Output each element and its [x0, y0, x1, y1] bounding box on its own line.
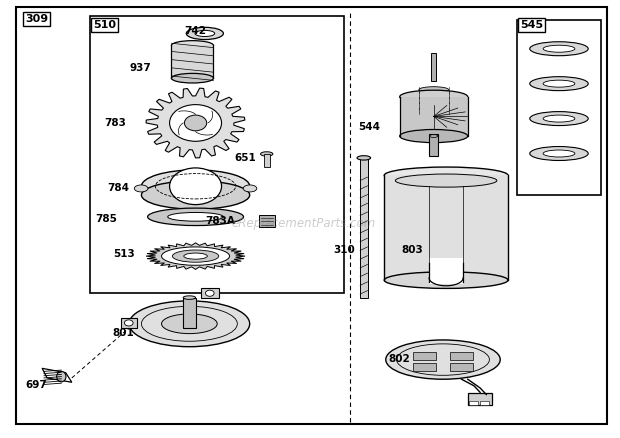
Polygon shape [146, 243, 245, 269]
Ellipse shape [419, 108, 448, 114]
Ellipse shape [141, 181, 250, 209]
Ellipse shape [529, 77, 588, 91]
Ellipse shape [195, 30, 215, 36]
Text: 697: 697 [25, 380, 48, 390]
Bar [414, 352, 436, 360]
Ellipse shape [357, 155, 371, 160]
Ellipse shape [148, 208, 244, 226]
Polygon shape [42, 368, 72, 382]
Ellipse shape [529, 147, 588, 160]
Ellipse shape [384, 167, 508, 184]
Bar [400, 97, 467, 136]
Ellipse shape [543, 45, 575, 52]
Bar [384, 175, 508, 280]
Text: 803: 803 [401, 244, 423, 254]
Ellipse shape [186, 27, 223, 39]
Bar [429, 258, 463, 285]
Ellipse shape [419, 92, 448, 98]
Ellipse shape [396, 174, 497, 187]
Text: 310: 310 [333, 244, 355, 254]
Ellipse shape [400, 130, 467, 143]
Ellipse shape [543, 80, 575, 87]
Circle shape [170, 105, 221, 141]
Bar [467, 393, 492, 406]
Ellipse shape [172, 41, 213, 50]
Bar [264, 154, 270, 167]
Ellipse shape [168, 212, 223, 221]
Ellipse shape [141, 170, 250, 203]
Ellipse shape [419, 87, 448, 93]
Text: 784: 784 [107, 184, 129, 194]
Text: 801: 801 [112, 328, 134, 338]
Ellipse shape [529, 42, 588, 56]
Circle shape [170, 168, 221, 205]
Bar [480, 401, 489, 405]
Bar [200, 288, 219, 298]
Ellipse shape [543, 115, 575, 122]
Circle shape [184, 115, 206, 131]
Polygon shape [146, 88, 245, 158]
Ellipse shape [184, 253, 207, 259]
Ellipse shape [243, 185, 257, 192]
Bar [430, 134, 438, 155]
Text: 937: 937 [129, 64, 151, 74]
Ellipse shape [384, 272, 508, 288]
Text: 309: 309 [25, 14, 48, 24]
Text: 510: 510 [93, 20, 116, 30]
Ellipse shape [183, 296, 195, 299]
Text: 651: 651 [234, 153, 256, 163]
Text: 785: 785 [95, 214, 117, 224]
Text: 742: 742 [185, 26, 206, 36]
Ellipse shape [172, 250, 219, 262]
Ellipse shape [400, 90, 467, 103]
Text: 802: 802 [389, 354, 410, 364]
Ellipse shape [135, 185, 148, 192]
Bar [183, 297, 195, 328]
Ellipse shape [162, 314, 217, 334]
Bar [122, 318, 137, 328]
Ellipse shape [56, 371, 66, 382]
Ellipse shape [543, 150, 575, 157]
Bar [450, 363, 472, 371]
Text: 513: 513 [113, 249, 135, 259]
Bar [91, 16, 344, 293]
Text: 544: 544 [358, 122, 380, 132]
Ellipse shape [172, 74, 213, 83]
Circle shape [205, 290, 214, 296]
Ellipse shape [419, 97, 448, 103]
Bar [432, 53, 436, 81]
Ellipse shape [430, 135, 438, 138]
Ellipse shape [386, 340, 500, 379]
Ellipse shape [129, 301, 250, 347]
Text: 545: 545 [520, 20, 543, 30]
Bar [517, 20, 601, 195]
Ellipse shape [419, 102, 448, 109]
Text: 783A: 783A [205, 216, 235, 226]
Bar [360, 158, 368, 297]
Bar [469, 401, 477, 405]
Ellipse shape [529, 112, 588, 126]
Text: 783: 783 [104, 118, 126, 128]
Text: eReplacementParts.com: eReplacementParts.com [232, 217, 376, 230]
Ellipse shape [162, 247, 229, 265]
Bar [414, 363, 436, 371]
Ellipse shape [260, 152, 273, 156]
Bar [172, 46, 213, 78]
Bar [259, 215, 275, 227]
Bar [450, 352, 472, 360]
Circle shape [125, 320, 133, 326]
